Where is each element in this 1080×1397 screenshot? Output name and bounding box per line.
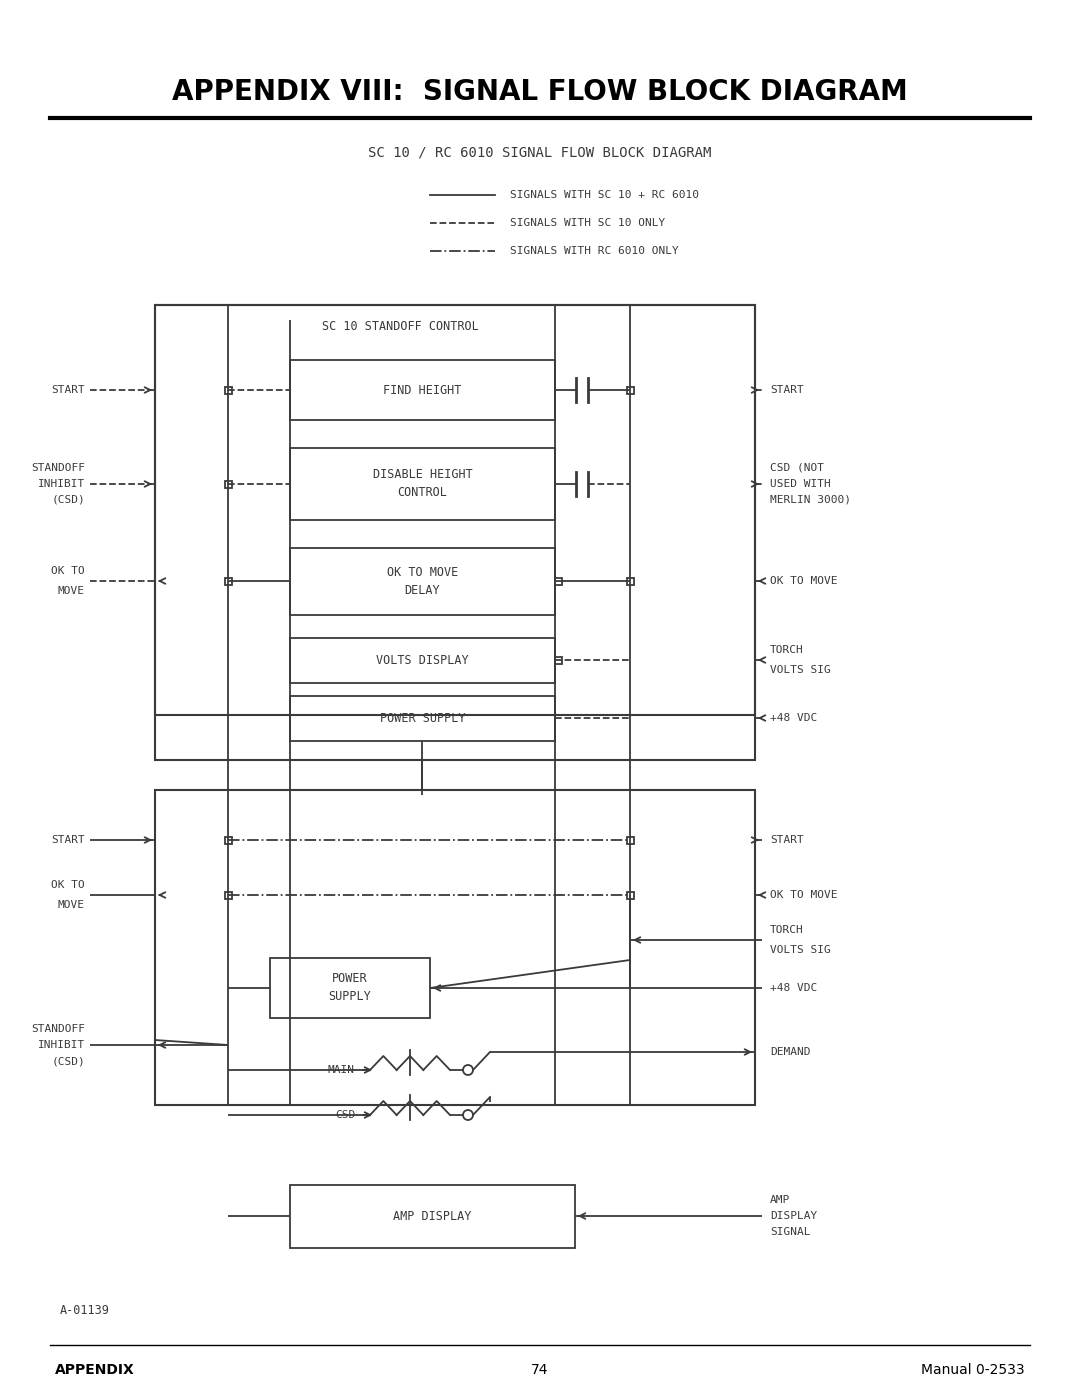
Text: DEMAND: DEMAND bbox=[770, 1046, 810, 1058]
Bar bbox=[225, 837, 231, 844]
Bar bbox=[554, 657, 562, 664]
Bar bbox=[156, 789, 755, 1105]
Bar bbox=[626, 577, 634, 584]
Text: CONTROL: CONTROL bbox=[397, 486, 447, 500]
Text: DISABLE HEIGHT: DISABLE HEIGHT bbox=[373, 468, 472, 482]
Text: STANDOFF: STANDOFF bbox=[31, 462, 85, 474]
Text: START: START bbox=[770, 835, 804, 845]
Text: OK TO MOVE: OK TO MOVE bbox=[770, 890, 837, 900]
Text: START: START bbox=[770, 386, 804, 395]
Bar bbox=[156, 305, 755, 715]
Text: APPENDIX VIII:  SIGNAL FLOW BLOCK DIAGRAM: APPENDIX VIII: SIGNAL FLOW BLOCK DIAGRAM bbox=[172, 78, 908, 106]
Text: DELAY: DELAY bbox=[405, 584, 441, 597]
Text: AMP: AMP bbox=[770, 1194, 791, 1206]
Bar bbox=[225, 891, 231, 898]
Text: VOLTS SIG: VOLTS SIG bbox=[770, 665, 831, 675]
Bar bbox=[626, 837, 634, 844]
Bar bbox=[225, 481, 231, 488]
Text: MERLIN 3000): MERLIN 3000) bbox=[770, 495, 851, 504]
Text: TORCH: TORCH bbox=[770, 925, 804, 935]
Text: SIGNAL: SIGNAL bbox=[770, 1227, 810, 1236]
Text: Manual 0-2533: Manual 0-2533 bbox=[921, 1363, 1025, 1377]
Text: +48 VDC: +48 VDC bbox=[770, 983, 818, 993]
Text: SC 10 / RC 6010 SIGNAL FLOW BLOCK DIAGRAM: SC 10 / RC 6010 SIGNAL FLOW BLOCK DIAGRA… bbox=[368, 145, 712, 159]
Text: POWER SUPPLY: POWER SUPPLY bbox=[380, 712, 465, 725]
Text: INHIBIT: INHIBIT bbox=[38, 1039, 85, 1051]
Text: SUPPLY: SUPPLY bbox=[328, 990, 372, 1003]
Bar bbox=[225, 577, 231, 584]
Text: START: START bbox=[51, 835, 85, 845]
Text: SC 10 STANDOFF CONTROL: SC 10 STANDOFF CONTROL bbox=[322, 320, 478, 332]
Bar bbox=[626, 891, 634, 898]
Text: USED WITH: USED WITH bbox=[770, 479, 831, 489]
Text: CSD (NOT: CSD (NOT bbox=[770, 462, 824, 474]
Text: AMP DISPLAY: AMP DISPLAY bbox=[393, 1210, 471, 1222]
Text: (CSD): (CSD) bbox=[51, 495, 85, 504]
Text: CSD: CSD bbox=[335, 1111, 355, 1120]
Bar bbox=[291, 638, 555, 683]
Text: VOLTS DISPLAY: VOLTS DISPLAY bbox=[376, 654, 469, 666]
Text: SIGNALS WITH SC 10 + RC 6010: SIGNALS WITH SC 10 + RC 6010 bbox=[510, 190, 699, 200]
Bar bbox=[291, 1185, 575, 1248]
Text: +48 VDC: +48 VDC bbox=[770, 712, 818, 724]
Text: APPENDIX: APPENDIX bbox=[55, 1363, 135, 1377]
Text: MOVE: MOVE bbox=[58, 585, 85, 597]
Text: INHIBIT: INHIBIT bbox=[38, 479, 85, 489]
Text: 74: 74 bbox=[531, 1363, 549, 1377]
Text: DISPLAY: DISPLAY bbox=[770, 1211, 818, 1221]
Text: FIND HEIGHT: FIND HEIGHT bbox=[383, 384, 461, 397]
Text: (CSD): (CSD) bbox=[51, 1056, 85, 1066]
Text: START: START bbox=[51, 386, 85, 395]
Text: STANDOFF: STANDOFF bbox=[31, 1024, 85, 1034]
Text: SIGNALS WITH SC 10 ONLY: SIGNALS WITH SC 10 ONLY bbox=[510, 218, 665, 228]
Text: A-01139: A-01139 bbox=[60, 1303, 110, 1316]
Bar bbox=[291, 548, 555, 615]
Text: VOLTS SIG: VOLTS SIG bbox=[770, 944, 831, 956]
Bar bbox=[270, 958, 430, 1018]
Text: MOVE: MOVE bbox=[58, 900, 85, 909]
Bar bbox=[554, 577, 562, 584]
Text: OK TO MOVE: OK TO MOVE bbox=[770, 576, 837, 585]
Bar bbox=[291, 448, 555, 520]
Bar bbox=[225, 387, 231, 394]
Text: OK TO: OK TO bbox=[51, 566, 85, 576]
Bar bbox=[626, 387, 634, 394]
Bar bbox=[291, 360, 555, 420]
Text: POWER: POWER bbox=[333, 972, 368, 985]
Text: MAIN: MAIN bbox=[328, 1065, 355, 1076]
Bar bbox=[156, 305, 755, 760]
Text: SIGNALS WITH RC 6010 ONLY: SIGNALS WITH RC 6010 ONLY bbox=[510, 246, 678, 256]
Bar bbox=[291, 696, 555, 740]
Text: TORCH: TORCH bbox=[770, 645, 804, 655]
Text: OK TO: OK TO bbox=[51, 880, 85, 890]
Text: OK TO MOVE: OK TO MOVE bbox=[387, 566, 458, 578]
